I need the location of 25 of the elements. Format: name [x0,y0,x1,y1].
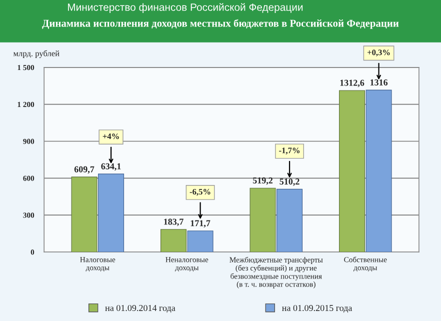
data-label: 519,2 [252,177,273,185]
bar [339,90,366,252]
data-label: 183,7 [164,218,184,226]
bar [187,230,214,252]
bar [71,176,98,252]
data-label: 1316 [370,79,388,86]
annotation: -6,5% [190,188,210,196]
y-axis-title: млрд. рублей [13,50,60,58]
data-label: 609,7 [74,166,94,174]
bar [160,229,187,252]
legend-label: на 01.09.2015 года [282,304,352,313]
data-label: 1312,6 [340,80,364,88]
annotation: -1,7% [279,148,300,154]
data-label: 171,7 [190,220,210,228]
annotation: +4% [102,134,119,140]
bar [250,188,276,252]
bar [98,174,124,252]
bar [276,188,303,252]
chart-title: Динамика исполнения доходов местных бюджетов в Российской Федерации [42,19,399,29]
legend-label: на 01.09.2014 года [105,304,176,313]
text: +0,3% [367,50,390,56]
data-label: 510,2 [280,178,300,186]
data-label: 634,1 [101,163,121,171]
bar [366,90,392,252]
chart-subtitle: Министерство финансов Российской Федерации [68,3,303,13]
